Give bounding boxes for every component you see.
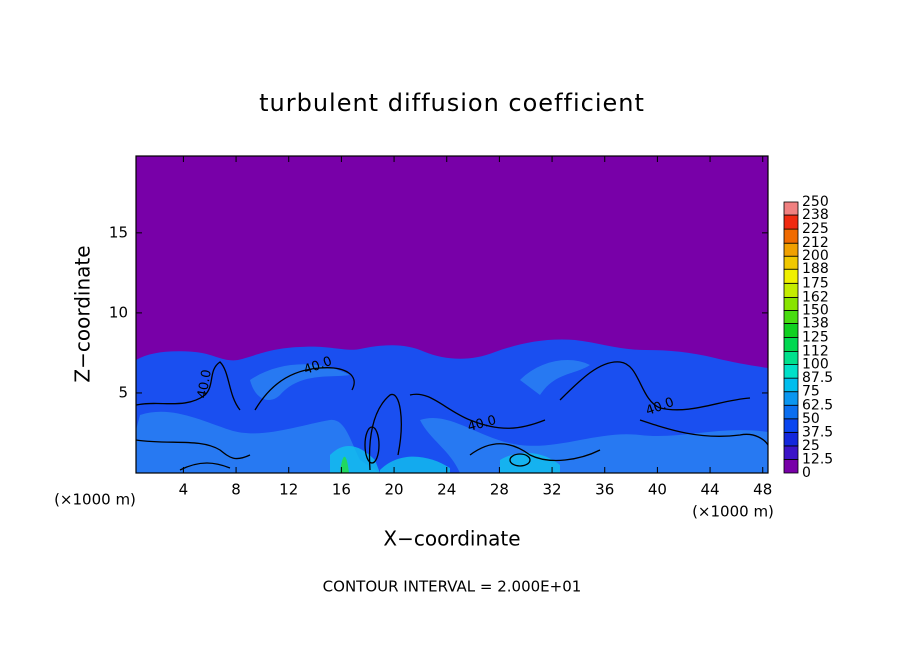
colorbar-label: 125 xyxy=(802,330,829,346)
plot-frame xyxy=(135,155,769,474)
colorbar-label: 112 xyxy=(802,344,829,360)
contour-lines xyxy=(135,361,769,471)
lighter-region xyxy=(136,360,768,473)
x-tick-label: 24 xyxy=(437,481,456,499)
x-tick-label: 32 xyxy=(543,481,562,499)
colorbar-label: 212 xyxy=(802,235,829,251)
colorbar-band xyxy=(783,364,799,379)
y-axis-label: Z−coordinate xyxy=(71,245,95,382)
colorbar-band xyxy=(783,337,799,352)
colorbar-label: 37.5 xyxy=(802,424,833,440)
colorbar-band xyxy=(783,309,799,324)
x-tick-label: 44 xyxy=(701,481,720,499)
x-tick-label: 40 xyxy=(648,481,667,499)
x-tick-label: 8 xyxy=(231,481,241,499)
colorbar-label: 25 xyxy=(802,438,820,454)
colorbar-label: 100 xyxy=(802,357,829,373)
colorbar-band xyxy=(783,431,799,447)
colorbar-label: 50 xyxy=(802,411,820,427)
colorbar-band xyxy=(783,201,799,216)
colorbar-band xyxy=(783,323,799,338)
colorbar-label: 250 xyxy=(802,194,829,210)
colorbar-band xyxy=(783,268,799,284)
colorbar-band xyxy=(783,242,799,257)
colorbar-label: 162 xyxy=(802,289,829,305)
colorbar-label: 200 xyxy=(802,248,829,264)
colorbar-band xyxy=(783,418,799,433)
colorbar-band xyxy=(783,445,799,460)
y-tick-label: 15 xyxy=(109,223,128,241)
colorbar-label: 150 xyxy=(802,302,829,318)
y-tick-label: 5 xyxy=(118,383,128,401)
colorbar-band xyxy=(783,255,799,270)
colorbar-label: 225 xyxy=(802,221,829,237)
colorbar-band xyxy=(783,228,799,244)
x-tick-label: 20 xyxy=(385,481,404,499)
colorbar-label: 62.5 xyxy=(802,397,833,413)
cyan-region xyxy=(330,445,560,473)
colorbar-label: 175 xyxy=(802,275,829,291)
colorbar-band xyxy=(783,459,799,474)
contour-label: 40.0 xyxy=(195,368,215,399)
colorbar-label: 75 xyxy=(802,384,820,400)
colorbar-band xyxy=(783,351,799,366)
footer-note: CONTOUR INTERVAL = 2.000E+01 xyxy=(323,578,582,596)
colorbar-label: 138 xyxy=(802,315,829,331)
chart-title: turbulent diffusion coefficient xyxy=(259,89,645,117)
x-tick-label: 16 xyxy=(332,481,351,499)
y-tick-label: 10 xyxy=(109,303,128,321)
x-unit-label: (×1000 m) xyxy=(692,503,774,521)
colorbar-band xyxy=(783,404,799,420)
colorbar-label: 87.5 xyxy=(802,370,833,386)
colorbar-band xyxy=(783,282,799,298)
x-tick-label: 12 xyxy=(279,481,298,499)
colorbar-label: 188 xyxy=(802,261,829,277)
x-tick-label: 36 xyxy=(595,481,614,499)
colorbar-label: 12.5 xyxy=(802,451,833,467)
colorbar-band xyxy=(783,377,799,393)
x-axis-label: X−coordinate xyxy=(383,527,520,551)
x-tick-label: 48 xyxy=(753,481,772,499)
colorbar-band xyxy=(783,214,799,230)
field xyxy=(135,156,769,473)
green-streak xyxy=(340,456,349,473)
contour-label: 40.0 xyxy=(466,413,498,435)
colorbar-band xyxy=(783,296,799,311)
x-unit-label: (×1000 m) xyxy=(54,491,136,509)
x-tick-label: 28 xyxy=(490,481,509,499)
x-tick-label: 4 xyxy=(179,481,189,499)
colorbar-label: 0 xyxy=(802,465,811,481)
colorbar-band xyxy=(783,391,799,406)
colorbar-label: 238 xyxy=(802,207,829,223)
